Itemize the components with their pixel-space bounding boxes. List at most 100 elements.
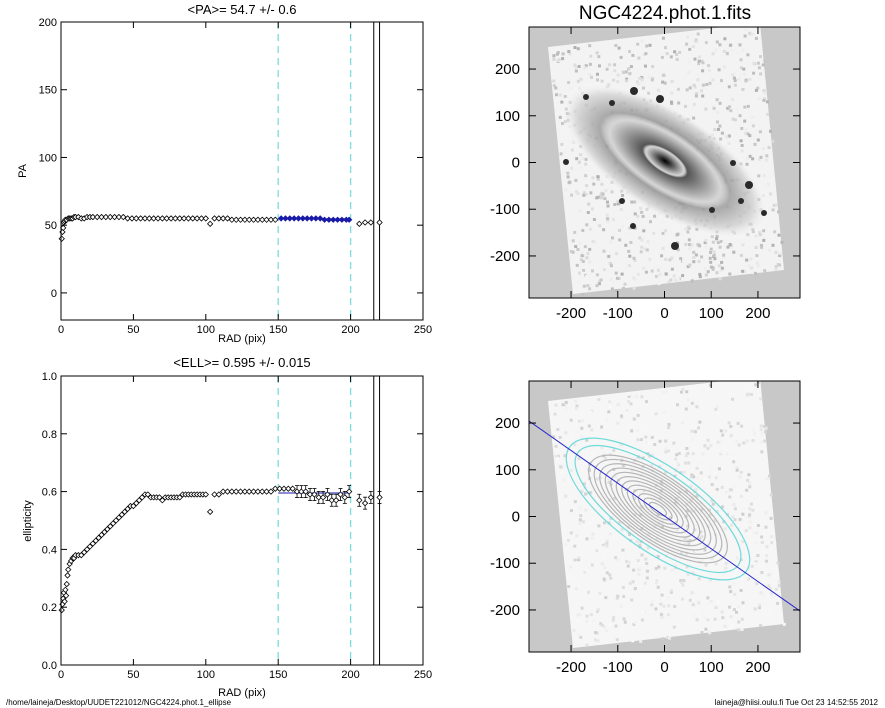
noise-pixel xyxy=(742,441,746,445)
noise-pixel xyxy=(765,100,769,104)
noise-pixel xyxy=(596,72,599,76)
image-tick-labels: -200 -100 0 100 200 -200 -100 0 100 200 xyxy=(490,61,770,322)
noise-pixel xyxy=(577,65,581,68)
noise-pixel xyxy=(681,274,685,278)
noise-pixel xyxy=(709,578,713,582)
x-tick-label: -200 xyxy=(556,305,586,322)
noise-pixel xyxy=(640,553,644,557)
noise-pixel xyxy=(782,622,786,626)
noise-pixel xyxy=(681,583,685,587)
noise-pixel xyxy=(636,413,640,417)
image-ticks xyxy=(529,27,800,298)
noise-pixel xyxy=(688,47,692,51)
noise-pixel xyxy=(591,451,595,455)
y-tick-label: 0 xyxy=(512,509,520,526)
noise-pixel xyxy=(590,536,594,540)
noise-pixel xyxy=(599,278,603,282)
ell-plot-area xyxy=(58,375,424,666)
noise-pixel xyxy=(712,106,716,110)
noise-pixel xyxy=(710,557,714,561)
noise-pixel xyxy=(673,50,677,54)
star xyxy=(738,198,744,204)
noise-pixel xyxy=(578,521,582,525)
noise-pixel xyxy=(661,80,665,84)
noise-pixel xyxy=(733,83,737,87)
noise-pixel xyxy=(777,584,781,588)
noise-pixel xyxy=(617,277,621,280)
noise-pixel xyxy=(665,52,669,56)
noise-pixel xyxy=(667,596,671,600)
noise-pixel xyxy=(617,267,621,271)
noise-pixel xyxy=(640,210,644,214)
noise-pixel xyxy=(569,250,573,253)
noise-pixel xyxy=(582,191,586,195)
data-point xyxy=(311,491,318,498)
noise-pixel xyxy=(632,276,636,280)
noise-pixel xyxy=(584,508,588,512)
noise-pixel xyxy=(741,48,745,52)
noise-pixel xyxy=(588,62,592,66)
noise-pixel xyxy=(748,485,752,489)
data-point xyxy=(133,499,140,507)
noise-pixel xyxy=(615,289,619,293)
data-point xyxy=(367,219,375,226)
data-point xyxy=(102,213,110,221)
noise-pixel xyxy=(643,247,647,251)
x-tick-label: 100 xyxy=(699,305,724,322)
noise-pixel xyxy=(771,243,775,247)
noise-pixel xyxy=(709,444,713,448)
noise-pixel xyxy=(605,418,609,422)
y-tick-label: 100 xyxy=(39,152,57,164)
noise-pixel xyxy=(777,210,780,214)
noise-pixel xyxy=(706,602,710,606)
noise-pixel xyxy=(767,573,771,577)
noise-pixel xyxy=(748,481,752,485)
noise-pixel xyxy=(692,241,696,245)
noise-pixel xyxy=(691,603,695,607)
noise-pixel xyxy=(693,488,697,492)
data-point xyxy=(321,216,328,223)
noise-pixel xyxy=(686,398,690,402)
noise-pixel xyxy=(628,581,632,585)
noise-pixel xyxy=(605,67,609,71)
noise-pixel xyxy=(729,523,733,527)
noise-pixel xyxy=(747,473,751,477)
noise-pixel xyxy=(680,581,684,585)
noise-pixel xyxy=(606,200,609,204)
noise-pixel xyxy=(763,91,767,95)
noise-pixel xyxy=(648,257,652,261)
noise-pixel xyxy=(759,564,763,568)
noise-pixel xyxy=(727,142,731,145)
noise-pixel xyxy=(714,407,718,411)
noise-pixel xyxy=(761,147,765,151)
noise-pixel xyxy=(601,192,605,196)
noise-pixel xyxy=(716,110,720,114)
noise-pixel xyxy=(720,485,724,489)
noise-pixel xyxy=(628,533,631,537)
noise-pixel xyxy=(596,195,600,199)
x-tick-label: 0 xyxy=(660,305,668,322)
noise-pixel xyxy=(719,450,723,454)
data-point xyxy=(315,494,322,501)
data-point xyxy=(121,508,128,515)
noise-pixel xyxy=(569,468,573,472)
x-tick-label: 250 xyxy=(414,324,432,336)
y-tick-label: 0.4 xyxy=(42,544,57,556)
noise-pixel xyxy=(663,411,667,415)
star xyxy=(619,198,625,204)
noise-pixel xyxy=(655,537,659,541)
noise-pixel xyxy=(638,236,642,240)
noise-pixel xyxy=(600,182,604,186)
noise-pixel xyxy=(621,586,625,589)
noise-pixel xyxy=(608,573,612,577)
noise-pixel xyxy=(769,587,772,590)
noise-pixel xyxy=(747,264,751,268)
noise-pixel xyxy=(639,447,642,451)
noise-pixel xyxy=(609,576,613,580)
noise-pixel xyxy=(566,171,570,175)
noise-pixel xyxy=(562,478,566,482)
noise-pixel xyxy=(608,63,612,67)
noise-pixel xyxy=(602,228,606,232)
noise-pixel xyxy=(774,250,778,254)
noise-pixel xyxy=(716,82,719,86)
